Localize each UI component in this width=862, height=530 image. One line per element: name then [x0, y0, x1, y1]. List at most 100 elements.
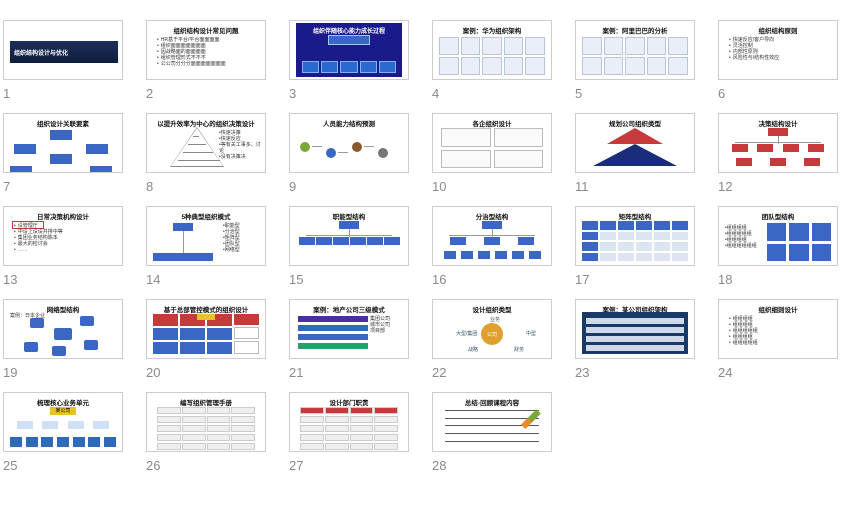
- cell: [672, 232, 688, 241]
- slide-cell-12: 决策结构设计12: [718, 113, 838, 194]
- cell: [618, 221, 634, 230]
- side: •组组组组•组组组组组•组组组组•组组组组组组: [725, 225, 765, 249]
- slide-thumbnail-15[interactable]: 职能型结构: [289, 206, 409, 266]
- cell: [325, 434, 349, 441]
- node: [24, 342, 38, 352]
- org-kids: [727, 144, 829, 152]
- person: [647, 57, 667, 75]
- cell: [234, 327, 259, 340]
- cell: [672, 242, 688, 251]
- cell: [300, 425, 324, 432]
- slide-number: 8: [146, 179, 266, 194]
- person: [582, 37, 602, 55]
- slide-cell-13: 日常决策机构设计设管理厅中设上设设并排中等集团业务结构陈本最大的检讨会……13: [3, 206, 123, 287]
- matrix: [582, 221, 688, 261]
- slide-cell-16: 分治型结构16: [432, 206, 552, 287]
- slide-thumbnail-7[interactable]: 组织设计关联要素: [3, 113, 123, 173]
- people-grid: [582, 37, 688, 75]
- slide-thumbnail-8[interactable]: 以提升效率为中心的组织决策设计•快速决策•快速反应•等有关工事多、讨论•没有决策…: [146, 113, 266, 173]
- cell: [618, 232, 634, 241]
- slide-thumbnail-2[interactable]: 组织结构设计常见问题HR基于平台/平台面面面面组织面面面面面面面因战略面的面面面…: [146, 20, 266, 80]
- petal: 财务: [514, 346, 524, 353]
- line: [445, 433, 539, 434]
- node: [90, 166, 112, 173]
- slide-title: 设计组织类型: [433, 304, 551, 314]
- slide-thumbnail-5[interactable]: 案例：阿里巴巴的分析: [575, 20, 695, 80]
- cell: [153, 342, 178, 354]
- cell: [582, 242, 598, 251]
- slide-title: 组织结构原则: [719, 25, 837, 35]
- slide-thumbnail-14[interactable]: 5种典型组织模式•职能型•分治型•矩阵型•团队型•网络型: [146, 206, 266, 266]
- org-node: [770, 158, 786, 166]
- dot: [378, 148, 388, 158]
- slide-title: 设计部门职责: [290, 397, 408, 407]
- side-list: •快速决策•快速反应•等有关工事多、讨论•没有决策决: [219, 130, 263, 160]
- slide-thumbnail-22[interactable]: 设计组织类型公司大型/集团中型业务战略财务: [432, 299, 552, 359]
- cell: [231, 407, 255, 414]
- pyramid-line: [188, 144, 206, 145]
- slide-thumbnail-26[interactable]: 编写组织管理手册: [146, 392, 266, 452]
- team: [767, 244, 786, 262]
- slide-thumbnail-21[interactable]: 案例：地产公司三级模式集团公司城市公司项目部: [289, 299, 409, 359]
- slide-title: 总结-回顾课程内容: [433, 397, 551, 407]
- slide-number: 3: [289, 86, 409, 101]
- node: [50, 130, 72, 140]
- bullet-list: 组组组组组组组组组组组组组组组组组组组组组组: [729, 316, 829, 346]
- cell: [207, 328, 232, 340]
- slide-thumbnail-25[interactable]: 梳理核心业务单元某公司: [3, 392, 123, 452]
- org-node: [450, 237, 466, 245]
- person: [504, 37, 524, 55]
- slide-thumbnail-13[interactable]: 日常决策机构设计设管理厅中设上设设并排中等集团业务结构陈本最大的检讨会……: [3, 206, 123, 266]
- slide-thumbnail-24[interactable]: 组织细则设计组组组组组组组组组组组组组组组组组组组组组组: [718, 299, 838, 359]
- panel: [441, 150, 491, 169]
- slide-thumbnail-16[interactable]: 分治型结构: [432, 206, 552, 266]
- cell: [234, 314, 259, 325]
- slide-thumbnail-10[interactable]: 各企组织设计: [432, 113, 552, 173]
- slide-number: 19: [3, 365, 123, 380]
- person: [482, 37, 502, 55]
- pyramid-line: [193, 136, 199, 137]
- org-node: [732, 144, 748, 152]
- node: [84, 340, 98, 350]
- slide-thumbnail-17[interactable]: 矩阵型结构: [575, 206, 695, 266]
- bullet-item: ……: [14, 247, 114, 253]
- org-node: [384, 237, 400, 245]
- cell: [157, 434, 181, 441]
- teams: [767, 223, 831, 261]
- slide-title: 决策结构设计: [719, 118, 837, 128]
- y: [197, 314, 215, 320]
- cell: [207, 425, 231, 432]
- cell: [300, 407, 324, 414]
- cell: [231, 416, 255, 423]
- node: [80, 316, 94, 326]
- person: [668, 57, 688, 75]
- network: [24, 316, 102, 352]
- person: [604, 37, 624, 55]
- node: [54, 328, 72, 340]
- slide-thumbnail-3[interactable]: 组织伴随核心能力成长过程: [289, 20, 409, 80]
- slide-thumbnail-20[interactable]: 基于总部管控模式的组织设计: [146, 299, 266, 359]
- col: [207, 314, 232, 354]
- org-node: [529, 251, 541, 259]
- slide-thumbnail-28[interactable]: 总结-回顾课程内容: [432, 392, 552, 452]
- slide-thumbnail-6[interactable]: 组织结构原则快速反应/客户导向灵活控制内部性原则风险性与/结构性效应: [718, 20, 838, 80]
- slide-thumbnail-9[interactable]: 人员能力结构预测: [289, 113, 409, 173]
- slide-thumbnail-4[interactable]: 案例：华为组织架构: [432, 20, 552, 80]
- quad: [441, 128, 543, 168]
- slide-number: 27: [289, 458, 409, 473]
- person: [461, 37, 481, 55]
- slide-thumbnail-18[interactable]: 团队型结构•组组组组•组组组组组•组组组组•组组组组组组: [718, 206, 838, 266]
- leaf: [73, 437, 85, 447]
- slide-thumbnail-11[interactable]: 规划公司组织类型: [575, 113, 695, 173]
- slide-thumbnail-19[interactable]: 网络型结构案例：日本企业: [3, 299, 123, 359]
- org-kids: [298, 237, 400, 245]
- slide-thumbnail-23[interactable]: 案例：某公司组织架构: [575, 299, 695, 359]
- slide-thumbnail-1[interactable]: 组织结构设计与优化: [3, 20, 123, 80]
- person: [604, 57, 624, 75]
- org-sub: [441, 251, 543, 259]
- arrow: [338, 152, 348, 153]
- slide-thumbnail-12[interactable]: 决策结构设计: [718, 113, 838, 173]
- cell: [300, 416, 324, 423]
- slide-thumbnail-27[interactable]: 设计部门职责: [289, 392, 409, 452]
- cell: [231, 434, 255, 441]
